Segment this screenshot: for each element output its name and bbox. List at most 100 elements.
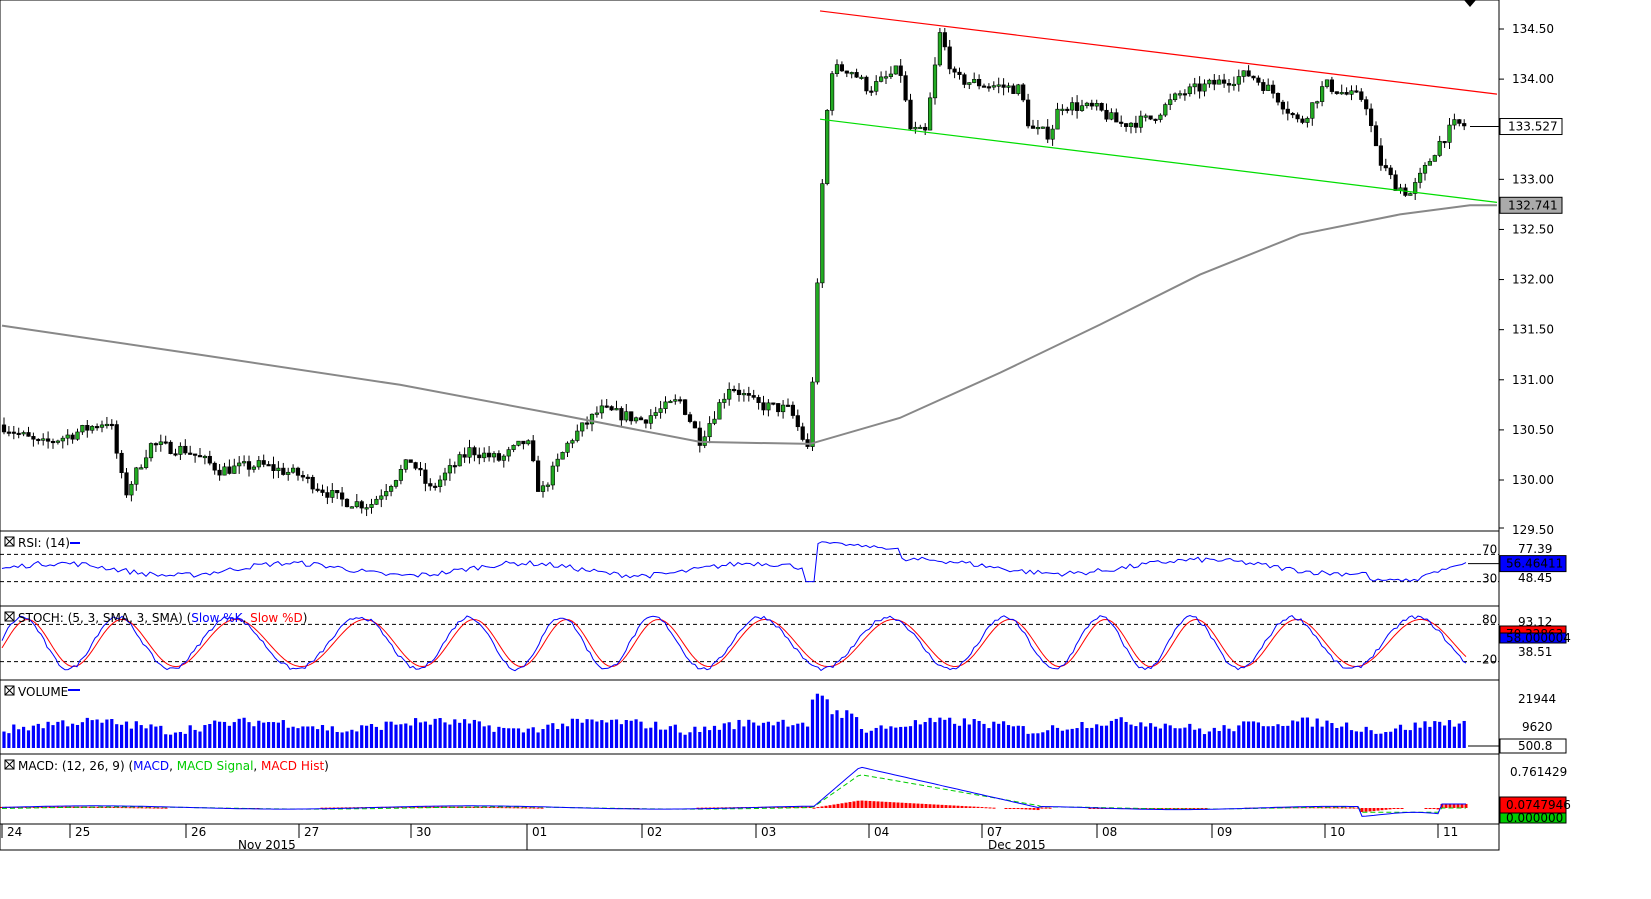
candle-body — [1226, 83, 1232, 86]
candle-body — [1261, 82, 1266, 91]
candle-body — [874, 81, 879, 92]
volume-current-box — [1499, 738, 1567, 754]
volume-bar — [546, 724, 550, 748]
candle-body — [682, 399, 688, 415]
volume-bar — [654, 721, 658, 748]
volume-bar — [120, 724, 124, 748]
macd-hist-bar — [1028, 808, 1032, 810]
candle-body — [178, 445, 183, 455]
candle-body — [41, 438, 46, 441]
volume-bar — [1305, 717, 1309, 748]
volume-bar — [561, 723, 565, 748]
volume-bar — [306, 726, 310, 748]
volume-bar — [619, 724, 623, 748]
volume-bar — [913, 720, 917, 748]
macd-hist-bar — [1036, 808, 1040, 811]
candle-body — [1177, 93, 1183, 96]
macd-hist-bar — [824, 805, 828, 808]
candle-body — [1099, 103, 1104, 111]
candle-body — [1006, 85, 1011, 88]
candle-body — [869, 90, 874, 93]
volume-bar — [957, 725, 962, 748]
candle-body — [437, 479, 443, 487]
candle-body — [883, 76, 889, 79]
stoch-d-line — [1, 618, 1467, 668]
candle-body — [986, 86, 991, 89]
candle-body — [1413, 182, 1418, 194]
candle-body — [286, 471, 291, 475]
candle-body — [633, 417, 639, 422]
candle-body — [565, 442, 570, 453]
macd-hist-bar — [136, 807, 140, 809]
volume-bar — [1051, 725, 1055, 748]
candle-body — [829, 73, 835, 111]
candle-body — [99, 424, 105, 428]
macd-hist-bar — [164, 807, 168, 809]
volume-bar — [271, 722, 276, 748]
x-day-label: 11 — [1443, 825, 1458, 839]
volume-bar — [75, 724, 80, 748]
candle-body — [1040, 126, 1045, 129]
macd-hist-bar — [884, 801, 888, 808]
volume-bar — [1055, 727, 1060, 748]
candle-body — [364, 507, 369, 510]
candle-body — [95, 426, 100, 429]
candle-body — [550, 465, 555, 486]
volume-bar — [1443, 725, 1447, 748]
macd-hist-bar — [152, 807, 156, 809]
volume-bar — [1031, 733, 1035, 748]
candle-body — [1354, 90, 1359, 93]
volume-bar — [659, 729, 663, 748]
volume-bar — [1418, 727, 1422, 748]
candle-body — [697, 427, 702, 446]
price-tick-label: 134.00 — [1512, 72, 1554, 86]
volume-bar — [761, 722, 766, 748]
volume-bar — [507, 728, 511, 748]
candle-body — [90, 426, 95, 431]
candle-body — [918, 126, 923, 130]
volume-bar — [267, 722, 271, 748]
volume-bar — [384, 721, 388, 748]
volume-bar — [1242, 721, 1246, 748]
volume-bar — [193, 729, 197, 748]
macd-hist-bar — [1328, 807, 1332, 809]
volume-bar — [595, 721, 599, 748]
volume-bar — [340, 732, 344, 748]
macd-hist-bar — [1340, 807, 1344, 809]
candle-body — [1104, 109, 1109, 120]
macd-hist-bar — [924, 804, 928, 808]
macd-hist-bar — [968, 806, 972, 808]
volume-bar — [722, 723, 726, 748]
candle-body — [129, 483, 134, 496]
macd-hist-bar — [776, 806, 780, 808]
stoch-right-tick-bot: 38.51 — [1518, 645, 1552, 659]
candle-body — [972, 78, 977, 83]
candle-body — [50, 440, 56, 444]
rsi-tick-70: 70 — [1482, 542, 1497, 556]
volume-bar — [1291, 720, 1295, 748]
volume-bar — [365, 725, 369, 748]
volume-bar — [389, 721, 393, 748]
candle-body — [1192, 83, 1197, 88]
stoch-label-suffix: ) — [303, 611, 308, 625]
candle-body — [923, 126, 928, 131]
candle-body — [780, 404, 786, 413]
volume-bar — [325, 730, 329, 748]
macd-hist-bar — [1316, 807, 1320, 809]
volume-bar — [85, 717, 89, 748]
volume-bar — [948, 717, 952, 748]
candle-body — [55, 440, 60, 443]
volume-bar — [644, 728, 648, 748]
volume-bar — [262, 722, 266, 748]
volume-bar — [918, 724, 922, 748]
candle-body — [1133, 122, 1138, 128]
macd-hist-bar — [1196, 808, 1200, 809]
volume-bar — [320, 724, 325, 748]
candle-body — [511, 445, 516, 450]
macd-hist-bar — [124, 807, 128, 809]
candle-body — [261, 460, 266, 465]
volume-bar — [144, 728, 148, 748]
macd-hist-bar — [500, 807, 504, 809]
volume-bar — [982, 723, 986, 748]
scroll-marker-icon[interactable] — [1464, 0, 1476, 7]
